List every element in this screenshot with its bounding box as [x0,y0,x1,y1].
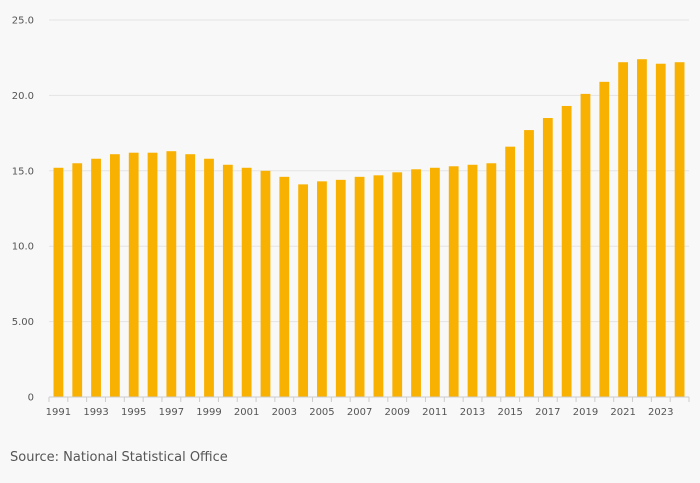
bar-1995 [128,152,139,397]
bar-1997 [166,151,177,397]
bar-1991 [53,167,64,397]
x-tick-label: 2017 [535,407,560,418]
source-note: Source: National Statistical Office [10,450,228,465]
x-tick-label: 1995 [121,407,146,418]
x-tick-label: 2011 [422,407,447,418]
bar-2019 [580,93,591,397]
x-tick-label: 2005 [309,407,334,418]
bar-2018 [561,105,572,398]
bar-2012 [448,166,459,397]
x-tick-labels: 1991 1993 1995 1997 1999 2001 2003 2005 2007 2009… [46,407,674,418]
x-tick-label: 2021 [610,407,635,418]
bar-2022 [637,59,647,398]
gridlines [49,19,689,323]
bar-2010 [411,169,421,397]
bar-2002 [260,170,271,397]
bar-2005 [317,181,327,397]
x-axis [48,396,690,402]
bar-2006 [335,179,346,397]
bar-2007 [354,176,365,397]
bar-2000 [222,164,233,397]
bar-1994 [109,154,120,397]
bar-2001 [241,167,252,397]
bar-1996 [147,152,158,397]
bars [53,59,685,398]
x-tick-label: 1999 [196,407,221,418]
bar-2024 [674,62,685,397]
x-tick-label: 2003 [272,407,297,418]
bar-2003 [279,176,290,397]
bar-1999 [204,158,214,397]
bar-2020 [599,81,610,397]
x-tick-label: 2001 [234,407,259,418]
bar-1998 [185,154,196,397]
x-tick-label: 2009 [385,407,410,418]
bar-2004 [298,184,309,397]
x-tick-label: 2019 [573,407,598,418]
y-tick-label: 25.0 [12,16,34,27]
y-tick-label: 20.0 [12,91,34,102]
bar-2008 [373,175,384,397]
bar-2023 [655,63,666,397]
bar-2016 [524,130,534,397]
bar-2013 [467,164,478,397]
y-tick-label: 15.0 [12,166,34,177]
bar-1992 [72,163,83,397]
y-tick-label: 10.0 [12,242,34,253]
x-tick-label: 2013 [460,407,485,418]
bar-2015 [505,146,516,397]
bar-2011 [429,167,440,397]
x-tick-label: 1993 [83,407,108,418]
x-tick-label: 2015 [497,407,522,418]
x-tick-label: 2023 [648,407,673,418]
bar-1993 [91,158,101,397]
y-tick-labels: 0 5.00 10.0 15.0 20.0 25.0 [12,16,34,404]
bar-2014 [486,163,497,397]
bar-2021 [618,62,629,397]
x-tick-label: 2007 [347,407,372,418]
x-tick-label: 1991 [46,407,71,418]
bar-2009 [392,172,403,397]
x-tick-label: 1997 [159,407,184,418]
bar-2017 [542,118,553,398]
y-tick-label: 5.00 [12,317,34,328]
y-tick-label: 0 [28,393,34,404]
